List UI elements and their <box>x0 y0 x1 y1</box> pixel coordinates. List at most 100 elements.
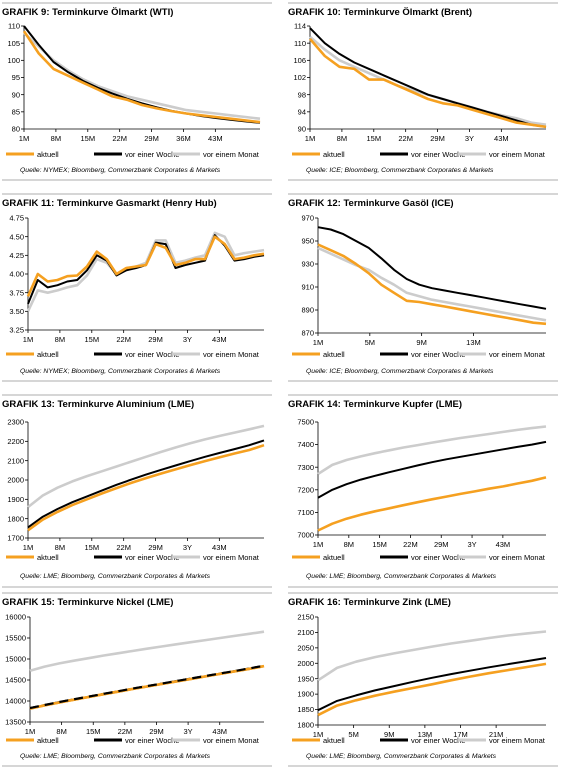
legend-label: vor einem Monat <box>203 150 260 159</box>
y-tick-label: 2200 <box>7 437 24 446</box>
x-tick-label: 17M <box>453 730 468 739</box>
x-tick-label: 22M <box>112 134 127 143</box>
chart-svg-g11: GRAFIK 11: Terminkurve Gasmarkt (Henry H… <box>2 193 272 382</box>
y-tick-label: 2050 <box>297 643 314 652</box>
x-tick-label: 29M <box>434 540 449 549</box>
legend-label: vor einem Monat <box>489 736 546 745</box>
y-tick-label: 2100 <box>7 456 24 465</box>
x-tick-label: 22M <box>116 335 131 344</box>
series-line-monat <box>23 31 261 120</box>
series-line-aktuell <box>26 235 265 297</box>
y-tick-label: 4.75 <box>9 214 24 223</box>
series-line-aktuell <box>309 38 547 129</box>
grafik-number: GRAFIK 10: <box>288 7 343 18</box>
series-line-monat <box>317 630 547 682</box>
chart-panel-g16: GRAFIK 16: Terminkurve Zink (LME) 2150 210… <box>288 592 558 780</box>
x-tick-label: 5M <box>365 338 375 347</box>
x-tick-label: 8M <box>56 727 66 736</box>
y-tick-label: 7200 <box>297 485 314 494</box>
y-tick-label: 110 <box>8 22 20 31</box>
chart-svg-g16: GRAFIK 16: Terminkurve Zink (LME) 2150 210… <box>288 592 558 767</box>
grafik-number: GRAFIK 16: <box>288 597 343 608</box>
y-tick-label: 7500 <box>297 418 314 427</box>
y-tick-label: 2000 <box>297 659 314 668</box>
x-tick-label: 9M <box>384 730 394 739</box>
chart-title: GRAFIK 10: Terminkurve Ölmarkt (Brent) <box>288 7 472 18</box>
y-tick-label: 16000 <box>5 613 26 622</box>
y-tick-label: 1800 <box>7 514 24 523</box>
y-tick-label: 98 <box>298 90 306 99</box>
chart-title: GRAFIK 15: Terminkurve Nickel (LME) <box>2 597 173 608</box>
title-text: Terminkurve Ölmarkt (Brent) <box>343 7 472 18</box>
legend-label: vor einer Woche <box>411 736 465 745</box>
legend-label: vor einer Woche <box>125 736 179 745</box>
x-tick-label: 15M <box>84 335 99 344</box>
chart-panel-g9: GRAFIK 9: Terminkurve Ölmarkt (WTI) 110 10… <box>2 2 272 190</box>
x-tick-label: 21M <box>489 730 504 739</box>
y-tick-label: 15000 <box>5 655 26 664</box>
x-tick-label: 3Y <box>183 335 192 344</box>
x-tick-label: 13M <box>418 730 433 739</box>
source-note: Quelle: LME; Bloomberg, Commerzbank Corp… <box>20 573 211 580</box>
chart-svg-g10: GRAFIK 10: Terminkurve Ölmarkt (Brent) 11… <box>288 2 558 181</box>
source-note: Quelle: NYMEX; Bloomberg, Commerzbank Co… <box>20 167 221 174</box>
series-line-aktuell <box>317 662 547 717</box>
title-text: Terminkurve Nickel (LME) <box>57 597 173 608</box>
series-line-monat <box>26 231 265 312</box>
chart-panel-g14: GRAFIK 14: Terminkurve Kupfer (LME) 7500 7… <box>288 394 558 588</box>
x-tick-label: 3Y <box>184 727 193 736</box>
legend-label: vor einer Woche <box>411 350 465 359</box>
series-line-aktuell <box>317 243 547 326</box>
title-text: Terminkurve Gasöl (ICE) <box>343 198 453 209</box>
y-tick-label: 1800 <box>297 721 314 730</box>
x-tick-label: 29M <box>148 543 163 552</box>
legend-label: aktuell <box>37 150 59 159</box>
series-line-monat <box>309 35 547 126</box>
x-tick-label: 3Y <box>465 134 474 143</box>
x-tick-label: 5M <box>348 730 358 739</box>
x-tick-label: 1M <box>313 730 323 739</box>
x-tick-label: 9M <box>416 338 426 347</box>
chart-title: GRAFIK 11: Terminkurve Gasmarkt (Henry H… <box>2 198 217 209</box>
y-tick-label: 910 <box>301 283 314 292</box>
x-tick-label: 1M <box>23 543 33 552</box>
x-tick-label: 22M <box>118 727 133 736</box>
y-tick-label: 1950 <box>297 674 314 683</box>
legend-label: vor einem Monat <box>489 553 546 562</box>
grafik-number: GRAFIK 14: <box>288 399 343 410</box>
series-line-woche <box>317 226 547 310</box>
x-tick-label: 36M <box>176 134 191 143</box>
x-tick-label: 43M <box>212 335 227 344</box>
y-tick-label: 14500 <box>5 676 26 685</box>
x-tick-label: 1M <box>313 540 323 549</box>
x-tick-label: 8M <box>55 543 65 552</box>
y-tick-label: 94 <box>298 107 306 116</box>
y-tick-label: 100 <box>7 56 20 65</box>
x-tick-label: 43M <box>494 134 509 143</box>
chart-panel-g12: GRAFIK 12: Terminkurve Gasöl (ICE) 970 950… <box>288 193 558 382</box>
y-tick-label: 90 <box>12 90 20 99</box>
x-tick-label: 1M <box>23 335 33 344</box>
legend-label: vor einem Monat <box>203 553 260 562</box>
legend-label: vor einer Woche <box>411 553 465 562</box>
y-tick-label: 7000 <box>297 531 314 540</box>
y-tick-label: 1850 <box>297 705 314 714</box>
legend-label: aktuell <box>323 150 345 159</box>
chart-panel-g11: GRAFIK 11: Terminkurve Gasmarkt (Henry H… <box>2 193 272 382</box>
x-tick-label: 8M <box>344 540 354 549</box>
y-tick-label: 1700 <box>7 534 24 543</box>
x-tick-label: 1M <box>19 134 29 143</box>
y-tick-label: 3.75 <box>9 288 24 297</box>
x-tick-label: 22M <box>116 543 131 552</box>
chart-svg-g15: GRAFIK 15: Terminkurve Nickel (LME) 16000… <box>2 592 272 767</box>
chart-panel-g10: GRAFIK 10: Terminkurve Ölmarkt (Brent) 11… <box>288 2 558 190</box>
legend-label: vor einem Monat <box>203 736 260 745</box>
x-tick-label: 29M <box>149 727 164 736</box>
x-tick-label: 15M <box>84 543 99 552</box>
y-tick-label: 105 <box>7 39 20 48</box>
y-tick-label: 85 <box>12 107 20 116</box>
legend-label: vor einer Woche <box>125 350 179 359</box>
series-line-aktuell <box>317 476 547 532</box>
x-tick-label: 15M <box>366 134 381 143</box>
series-line-monat <box>317 246 547 322</box>
